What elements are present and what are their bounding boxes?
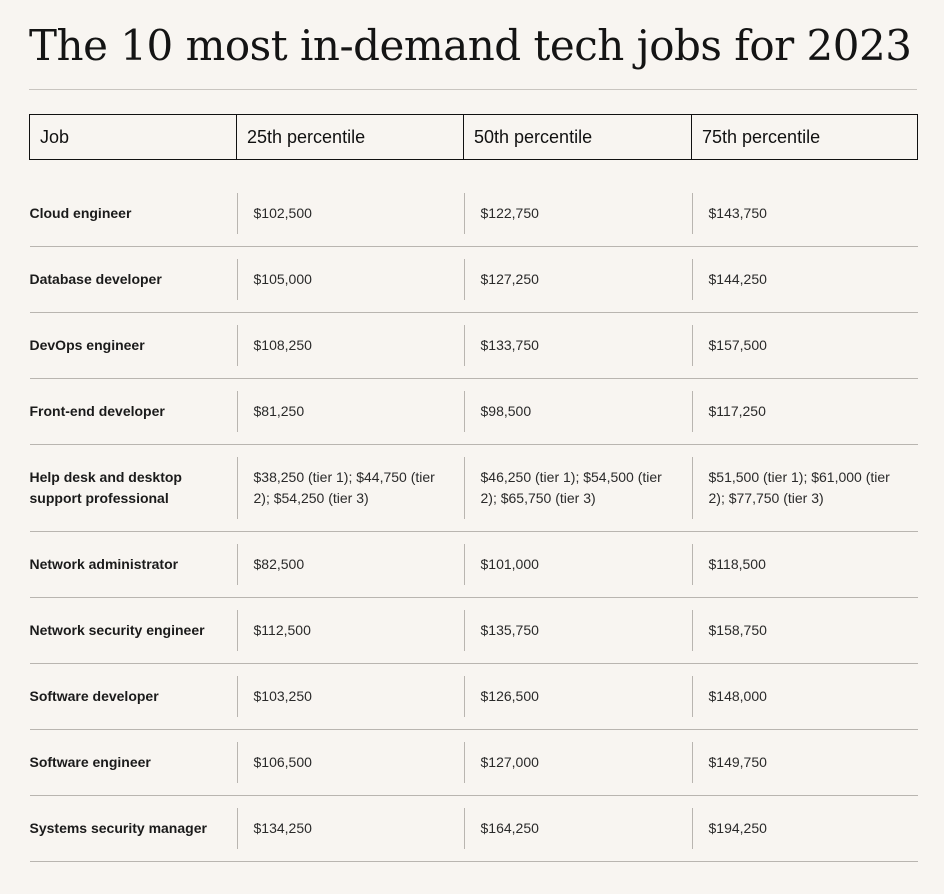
job-name: Software engineer bbox=[29, 754, 151, 770]
job-name: Network administrator bbox=[29, 556, 179, 572]
p25-cell: $102,500 bbox=[236, 159, 464, 247]
job-name: Systems security manager bbox=[29, 820, 207, 836]
p50-value: $126,500 bbox=[463, 676, 692, 717]
job-cell: Software engineer bbox=[29, 729, 237, 796]
p75-cell: $157,500 bbox=[691, 312, 918, 379]
p25-cell: $38,250 (tier 1); $44,750 (tier 2); $54,… bbox=[236, 444, 464, 532]
table-row: Cloud engineer $102,500 $122,750 $143,75… bbox=[29, 159, 918, 247]
p75-value: $51,500 (tier 1); $61,000 (tier 2); $77,… bbox=[691, 457, 918, 519]
p25-value: $82,500 bbox=[236, 544, 464, 585]
p75-value: $144,250 bbox=[691, 259, 918, 300]
table-row: Systems security manager $134,250 $164,2… bbox=[29, 795, 918, 862]
p75-cell: $149,750 bbox=[691, 729, 918, 796]
column-header-75th-percentile: 75th percentile bbox=[691, 114, 918, 160]
p25-value: $112,500 bbox=[236, 610, 464, 651]
job-name: Network security engineer bbox=[29, 622, 205, 638]
p25-cell: $81,250 bbox=[236, 378, 464, 445]
job-name: Database developer bbox=[29, 271, 162, 287]
column-header-50th-percentile: 50th percentile bbox=[463, 114, 692, 160]
p25-cell: $105,000 bbox=[236, 246, 464, 313]
job-cell: Network administrator bbox=[29, 531, 237, 598]
p25-cell: $134,250 bbox=[236, 795, 464, 862]
p50-cell: $126,500 bbox=[463, 663, 692, 730]
job-cell: Front-end developer bbox=[29, 378, 237, 445]
p50-value: $98,500 bbox=[463, 391, 692, 432]
p50-value: $133,750 bbox=[463, 325, 692, 366]
job-name: Cloud engineer bbox=[29, 204, 132, 221]
p25-cell: $103,250 bbox=[236, 663, 464, 730]
p50-cell: $122,750 bbox=[463, 159, 692, 247]
p50-value: $135,750 bbox=[463, 610, 692, 651]
table-row: DevOps engineer $108,250 $133,750 $157,5… bbox=[29, 312, 918, 379]
p25-value: $103,250 bbox=[236, 676, 464, 717]
p75-value: $149,750 bbox=[691, 742, 918, 783]
p50-cell: $164,250 bbox=[463, 795, 692, 862]
p25-cell: $108,250 bbox=[236, 312, 464, 379]
table-row: Network security engineer $112,500 $135,… bbox=[29, 597, 918, 664]
p75-value: $194,250 bbox=[691, 808, 918, 849]
job-cell: Systems security manager bbox=[29, 795, 237, 862]
p75-value: $157,500 bbox=[691, 325, 918, 366]
p25-value: $81,250 bbox=[236, 391, 464, 432]
job-name: Software developer bbox=[29, 688, 159, 704]
p75-cell: $51,500 (tier 1); $61,000 (tier 2); $77,… bbox=[691, 444, 918, 532]
p75-value: $143,750 bbox=[691, 192, 918, 234]
p50-cell: $98,500 bbox=[463, 378, 692, 445]
job-cell: Software developer bbox=[29, 663, 237, 730]
p50-value: $127,250 bbox=[463, 259, 692, 300]
job-cell: Help desk and desktop support profession… bbox=[29, 444, 237, 532]
title-divider bbox=[29, 89, 917, 90]
p75-value: $118,500 bbox=[691, 544, 918, 585]
p25-value: $134,250 bbox=[236, 808, 464, 849]
job-cell: Database developer bbox=[29, 246, 237, 313]
p75-value: $148,000 bbox=[691, 676, 918, 717]
p75-cell: $158,750 bbox=[691, 597, 918, 664]
p75-value: $117,250 bbox=[691, 391, 918, 432]
p25-value: $102,500 bbox=[236, 192, 464, 234]
p25-value: $106,500 bbox=[236, 742, 464, 783]
job-cell: Network security engineer bbox=[29, 597, 237, 664]
p50-cell: $135,750 bbox=[463, 597, 692, 664]
salary-table: Job 25th percentile 50th percentile 75th… bbox=[29, 114, 918, 862]
job-name: Front-end developer bbox=[29, 403, 165, 419]
p50-value: $164,250 bbox=[463, 808, 692, 849]
p75-cell: $117,250 bbox=[691, 378, 918, 445]
p75-value: $158,750 bbox=[691, 610, 918, 651]
table-header-row: Job 25th percentile 50th percentile 75th… bbox=[29, 114, 918, 160]
p50-value: $127,000 bbox=[463, 742, 692, 783]
p50-cell: $127,250 bbox=[463, 246, 692, 313]
table-row: Network administrator $82,500 $101,000 $… bbox=[29, 531, 918, 598]
p75-cell: $144,250 bbox=[691, 246, 918, 313]
column-header-25th-percentile: 25th percentile bbox=[236, 114, 464, 160]
p25-cell: $82,500 bbox=[236, 531, 464, 598]
p75-cell: $194,250 bbox=[691, 795, 918, 862]
p50-cell: $101,000 bbox=[463, 531, 692, 598]
job-name: DevOps engineer bbox=[29, 337, 145, 353]
p75-cell: $118,500 bbox=[691, 531, 918, 598]
p50-value: $122,750 bbox=[463, 192, 692, 234]
p50-value: $101,000 bbox=[463, 544, 692, 585]
table-row: Software developer $103,250 $126,500 $14… bbox=[29, 663, 918, 730]
table-row: Software engineer $106,500 $127,000 $149… bbox=[29, 729, 918, 796]
p50-cell: $133,750 bbox=[463, 312, 692, 379]
p25-value: $105,000 bbox=[236, 259, 464, 300]
p50-cell: $46,250 (tier 1); $54,500 (tier 2); $65,… bbox=[463, 444, 692, 532]
p25-value: $38,250 (tier 1); $44,750 (tier 2); $54,… bbox=[236, 457, 464, 519]
table-row: Front-end developer $81,250 $98,500 $117… bbox=[29, 378, 918, 445]
job-cell: Cloud engineer bbox=[29, 159, 237, 247]
job-cell: DevOps engineer bbox=[29, 312, 237, 379]
job-name: Help desk and desktop support profession… bbox=[29, 469, 182, 506]
p50-value: $46,250 (tier 1); $54,500 (tier 2); $65,… bbox=[463, 457, 692, 519]
p25-value: $108,250 bbox=[236, 325, 464, 366]
page-title: The 10 most in-demand tech jobs for 2023 bbox=[29, 21, 912, 70]
p25-cell: $106,500 bbox=[236, 729, 464, 796]
column-header-job: Job bbox=[29, 114, 237, 160]
table-row: Database developer $105,000 $127,250 $14… bbox=[29, 246, 918, 313]
table-row: Help desk and desktop support profession… bbox=[29, 444, 918, 532]
p50-cell: $127,000 bbox=[463, 729, 692, 796]
p75-cell: $148,000 bbox=[691, 663, 918, 730]
p75-cell: $143,750 bbox=[691, 159, 918, 247]
p25-cell: $112,500 bbox=[236, 597, 464, 664]
